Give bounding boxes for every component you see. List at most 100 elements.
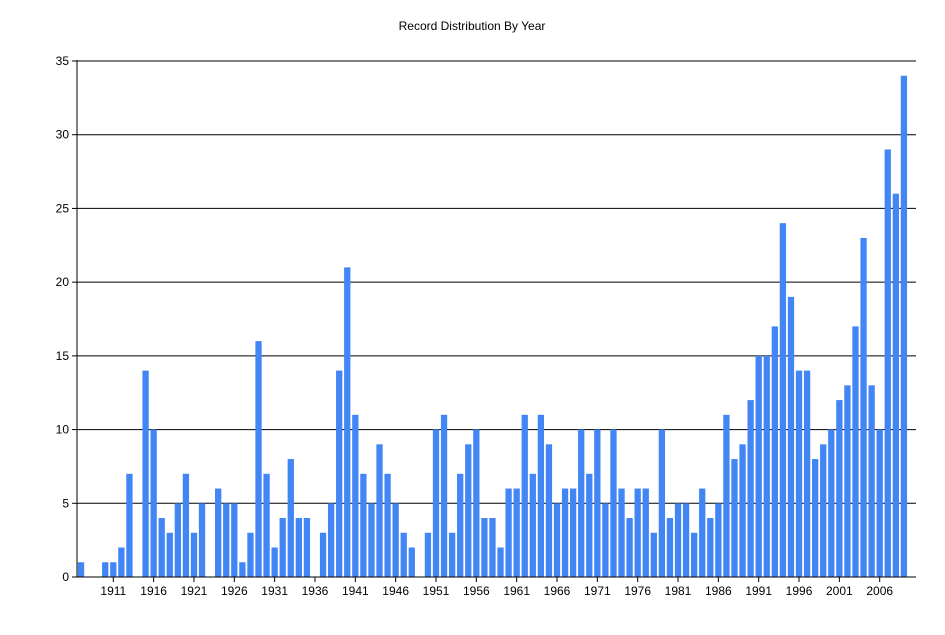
bar-1941 — [352, 414, 359, 577]
x-tick-labels: 1911 1916 1921 1926 1931 1936 1941 1946 1951 1956… — [100, 577, 893, 598]
bar-1920 — [182, 473, 190, 577]
bar-1934 — [295, 518, 302, 577]
bar-1939 — [336, 370, 343, 577]
bar-1938 — [327, 503, 335, 577]
bar-1929 — [255, 341, 262, 577]
x-tick-label: 1996 — [786, 584, 813, 598]
bar-2004 — [860, 237, 867, 577]
chart-title: Record Distribution By Year — [399, 19, 546, 33]
bar-1940 — [344, 267, 351, 577]
bar-1964 — [537, 414, 545, 577]
bar-1954 — [457, 473, 464, 577]
x-tick-label: 1966 — [544, 584, 571, 598]
bar-1935 — [303, 518, 311, 577]
y-tick-label: 15 — [56, 349, 70, 363]
bar-1995 — [787, 296, 795, 577]
bar-1983 — [691, 532, 698, 577]
bar-1962 — [521, 414, 528, 577]
bar-1982 — [682, 503, 690, 577]
y-tick-labels: 0 5 10 15 20 25 30 35 — [56, 54, 77, 584]
bar-1925 — [223, 503, 230, 577]
x-tick-label: 1981 — [665, 584, 692, 598]
bar-2000 — [828, 429, 835, 577]
bar-1970 — [586, 473, 593, 577]
bar-1913 — [126, 473, 133, 577]
bar-1974 — [618, 488, 625, 577]
x-tick-label: 1911 — [100, 584, 126, 598]
bar-1951 — [432, 429, 440, 577]
bar-1999 — [820, 444, 827, 577]
bar-2007 — [884, 149, 891, 577]
bar-1992 — [763, 355, 770, 577]
bar-1990 — [747, 400, 754, 577]
bar-2008 — [892, 193, 899, 577]
bar-1997 — [803, 370, 811, 577]
bar-1977 — [642, 488, 649, 577]
bar-1912 — [118, 547, 125, 577]
bar-1953 — [448, 532, 456, 577]
y-tick-label: 10 — [56, 423, 70, 437]
bar-1943 — [368, 503, 375, 577]
bar-1947 — [400, 532, 407, 577]
bar-1927 — [239, 562, 246, 577]
bar-1965 — [545, 444, 553, 577]
bar-1948 — [408, 547, 415, 577]
bar-1978 — [650, 532, 657, 577]
bar-1993 — [771, 326, 778, 577]
bar-1919 — [174, 503, 181, 577]
bar-2002 — [844, 385, 851, 577]
grid-lines — [77, 60, 916, 504]
bar-1973 — [610, 429, 617, 577]
bar-1952 — [440, 414, 448, 577]
bars — [77, 75, 908, 577]
x-tick-label: 1986 — [705, 584, 732, 598]
axes — [76, 60, 916, 578]
x-tick-label: 1956 — [463, 584, 490, 598]
bar-1918 — [166, 532, 173, 577]
bar-1957 — [481, 518, 488, 577]
x-tick-label: 1961 — [503, 584, 530, 598]
bar-1946 — [392, 503, 399, 577]
x-tick-label: 1951 — [423, 584, 450, 598]
bar-1961 — [513, 488, 520, 577]
bar-1984 — [699, 488, 706, 577]
bar-1958 — [489, 518, 496, 577]
bar-2003 — [852, 326, 859, 577]
bar-1972 — [602, 503, 609, 577]
y-tick-label: 35 — [56, 54, 70, 68]
bar-1994 — [779, 223, 787, 577]
x-tick-label: 1946 — [382, 584, 409, 598]
x-tick-label: 2006 — [866, 584, 893, 598]
x-tick-label: 1921 — [181, 584, 208, 598]
x-tick-label: 1976 — [624, 584, 651, 598]
bar-1942 — [360, 473, 367, 577]
x-tick-label: 2001 — [826, 584, 853, 598]
bar-1944 — [376, 444, 383, 577]
bar-1980 — [666, 518, 674, 577]
bar-1998 — [812, 459, 819, 577]
bar-1991 — [755, 355, 762, 577]
bar-1921 — [190, 532, 198, 577]
bar-1969 — [578, 429, 585, 577]
bar-2001 — [836, 400, 843, 577]
bar-1987 — [723, 414, 730, 577]
bar-1967 — [561, 488, 569, 577]
bar-1975 — [626, 518, 633, 577]
bar-1930 — [263, 473, 270, 577]
bar-1956 — [473, 429, 480, 577]
x-tick-label: 1931 — [261, 584, 288, 598]
bar-1933 — [287, 459, 294, 577]
bar-1989 — [739, 444, 746, 577]
bar-1937 — [319, 532, 327, 577]
bar-1963 — [529, 473, 536, 577]
bar-2009 — [900, 75, 908, 577]
x-tick-label: 1971 — [584, 584, 611, 598]
y-tick-label: 25 — [56, 201, 70, 215]
y-tick-label: 30 — [56, 128, 70, 142]
bar-1926 — [231, 503, 238, 577]
bar-1916 — [150, 429, 157, 577]
bar-1959 — [497, 547, 504, 577]
bar-1924 — [215, 488, 222, 577]
bar-1996 — [795, 370, 803, 577]
